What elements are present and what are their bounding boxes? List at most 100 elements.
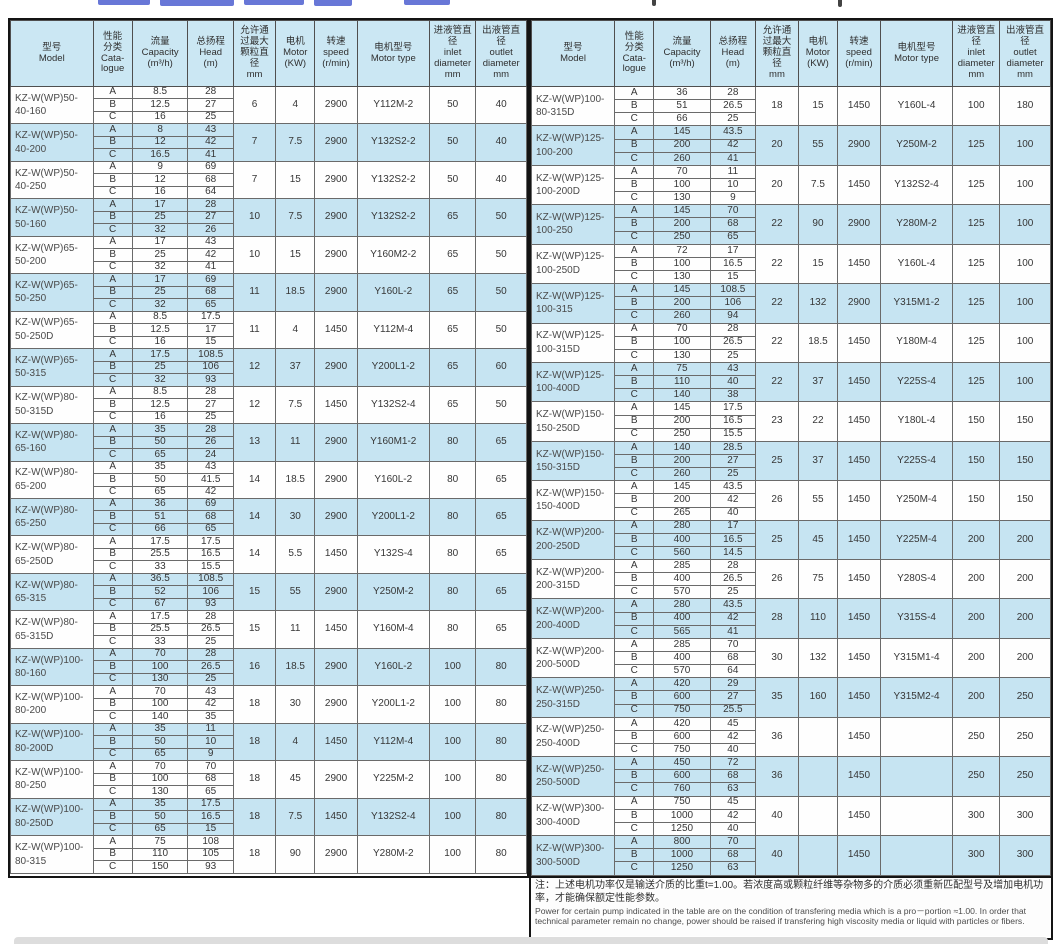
speed-cell: 2900	[314, 235, 358, 275]
catalogue-cell: C	[92, 860, 133, 874]
max-particle-cell: 12	[232, 348, 277, 387]
head-cell: 108.5	[187, 572, 234, 587]
title-fragment-mark	[838, 0, 842, 7]
catalogue-cell: B	[614, 414, 655, 429]
catalogue-cell: A	[92, 310, 133, 325]
catalogue-cell: B	[92, 472, 133, 487]
max-particle-cell: 10	[232, 235, 277, 275]
motor-kw-cell: 45	[797, 519, 839, 561]
speed-cell: 1450	[837, 401, 881, 442]
capacity-cell: 420	[653, 716, 711, 731]
motor-kw-cell: 7.5	[275, 123, 316, 162]
model-cell: KZ-W(WP)100- 80-250D	[10, 797, 94, 837]
column-header-max-particle: 允许通 过最大 颗粒直 径 mm	[755, 20, 799, 87]
model-cell: KZ-W(WP)125- 100-200D	[530, 164, 616, 206]
max-particle-cell: 30	[755, 637, 799, 679]
catalogue-cell: C	[614, 743, 655, 758]
head-cell: 15	[187, 335, 234, 350]
outlet-diameter-cell: 100	[999, 204, 1051, 245]
capacity-cell: 67	[131, 597, 189, 612]
max-particle-cell: 25	[755, 440, 799, 482]
inlet-diameter-cell: 65	[428, 348, 477, 387]
capacity-cell: 130	[131, 672, 189, 687]
capacity-cell: 32	[131, 260, 189, 275]
head-cell: 40	[709, 743, 757, 758]
spec-row: B 25 27	[11, 210, 527, 225]
spec-row: KZ-W(WP)80- 65-200 A 35 43 14 18.5 2900 Y160L-2…	[10, 460, 527, 499]
speed-cell: 1450	[314, 722, 358, 762]
capacity-cell: 12.5	[131, 323, 189, 337]
spec-row: B 100 16.5	[532, 256, 1051, 271]
model-cell: KZ-W(WP)125- 100-315	[530, 283, 616, 324]
outlet-diameter-cell: 80	[475, 760, 527, 799]
catalogue-cell: C	[614, 545, 655, 561]
motor-type-cell: Y250M-2	[879, 125, 954, 166]
spec-row: C 130 9	[532, 191, 1051, 206]
capacity-cell: 17.5	[131, 348, 189, 362]
motor-type-cell: Y225S-4	[879, 440, 954, 482]
speed-cell: 1450	[837, 598, 881, 639]
spec-row: B 25 68	[11, 285, 527, 300]
outlet-diameter-cell: 200	[999, 637, 1051, 679]
catalogue-cell: B	[92, 622, 133, 637]
spec-row: B 50 10	[11, 735, 527, 749]
model-cell: KZ-W(WP)80- 65-250	[10, 497, 94, 537]
motor-kw-cell: 30	[275, 497, 316, 537]
capacity-cell: 110	[131, 847, 189, 862]
catalogue-cell: C	[92, 635, 133, 649]
motor-type-cell: Y225M-4	[879, 519, 954, 561]
catalogue-cell: B	[92, 210, 133, 225]
capacity-cell: 100	[131, 660, 189, 674]
capacity-cell: 285	[653, 559, 711, 574]
speed-cell: 1450	[837, 164, 881, 206]
capacity-cell: 145	[653, 480, 711, 495]
max-particle-cell: 40	[755, 835, 799, 876]
catalogue-cell: B	[614, 690, 655, 705]
speed-cell: 1450	[837, 677, 881, 718]
model-cell: KZ-W(WP)200- 200-250D	[530, 519, 616, 561]
catalogue-cell: A	[92, 160, 133, 175]
capacity-cell: 140	[131, 710, 189, 724]
spec-row: B 400 42	[532, 611, 1051, 626]
capacity-cell: 1250	[653, 821, 711, 837]
speed-cell: 2900	[314, 647, 358, 687]
model-cell: KZ-W(WP)100- 80-160	[10, 647, 94, 687]
motor-type-cell: Y315M1-4	[879, 637, 954, 679]
max-particle-cell: 14	[232, 460, 277, 499]
max-particle-cell: 40	[755, 795, 799, 837]
head-cell: 40	[709, 506, 757, 521]
capacity-cell: 65	[131, 822, 189, 837]
motor-type-cell: Y225M-2	[356, 760, 430, 799]
spec-row: KZ-W(WP)250- 250-400D A 420 45 36 1450 250 250	[530, 716, 1051, 758]
column-header-speed: 转速 speed (r/min)	[314, 20, 358, 87]
column-header-motor-type: 电机型号 Motor type	[356, 20, 430, 87]
head-cell: 25	[187, 110, 234, 125]
head-cell: 28	[187, 385, 234, 400]
motor-type-cell: Y160L-4	[879, 243, 954, 285]
catalogue-cell: C	[614, 861, 655, 876]
head-cell: 43	[187, 235, 234, 250]
model-cell: KZ-W(WP)300- 300-400D	[530, 795, 616, 837]
capacity-cell: 250	[653, 230, 711, 245]
spec-row: B 51 68	[11, 510, 527, 524]
motor-kw-cell: 4	[275, 722, 316, 762]
max-particle-cell: 22	[755, 243, 799, 285]
head-cell: 105	[187, 847, 234, 862]
outlet-diameter-cell: 40	[475, 123, 527, 162]
inlet-diameter-cell: 80	[428, 497, 477, 537]
head-cell: 42	[709, 138, 757, 153]
outlet-diameter-cell: 100	[999, 322, 1051, 363]
motor-type-cell: Y132S2-2	[356, 160, 430, 200]
head-cell: 26	[187, 223, 234, 237]
inlet-diameter-cell: 125	[952, 322, 1001, 363]
column-header-catalogue: 性能 分类 Cata- logue	[92, 20, 133, 87]
motor-kw-cell: 18.5	[797, 322, 839, 363]
catalogue-cell: C	[92, 747, 133, 762]
capacity-cell: 200	[653, 296, 711, 311]
spec-row: KZ-W(WP)125- 100-250 A 145 70 22 90 2900 Y280M-…	[530, 204, 1051, 245]
column-header-model: 型号 Model	[10, 20, 94, 87]
capacity-cell: 65	[131, 448, 189, 462]
capacity-cell: 35	[131, 460, 189, 475]
catalogue-cell: C	[92, 560, 133, 574]
head-cell: 42	[187, 248, 234, 262]
